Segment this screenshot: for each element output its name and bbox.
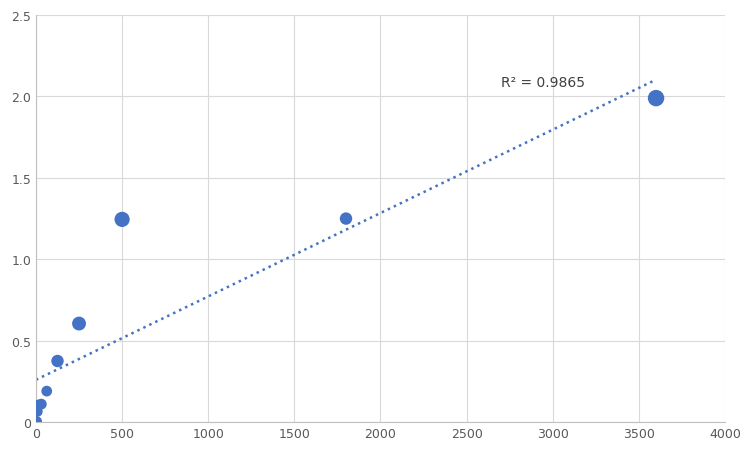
Point xyxy=(650,95,662,102)
Point xyxy=(32,401,44,409)
Point xyxy=(73,320,85,327)
Point xyxy=(31,418,43,425)
Text: R² = 0.9865: R² = 0.9865 xyxy=(501,76,585,90)
Point xyxy=(340,216,352,223)
Point xyxy=(51,358,63,365)
Point xyxy=(32,408,44,415)
Point xyxy=(35,400,47,408)
Point xyxy=(116,216,128,224)
Point xyxy=(41,387,53,395)
